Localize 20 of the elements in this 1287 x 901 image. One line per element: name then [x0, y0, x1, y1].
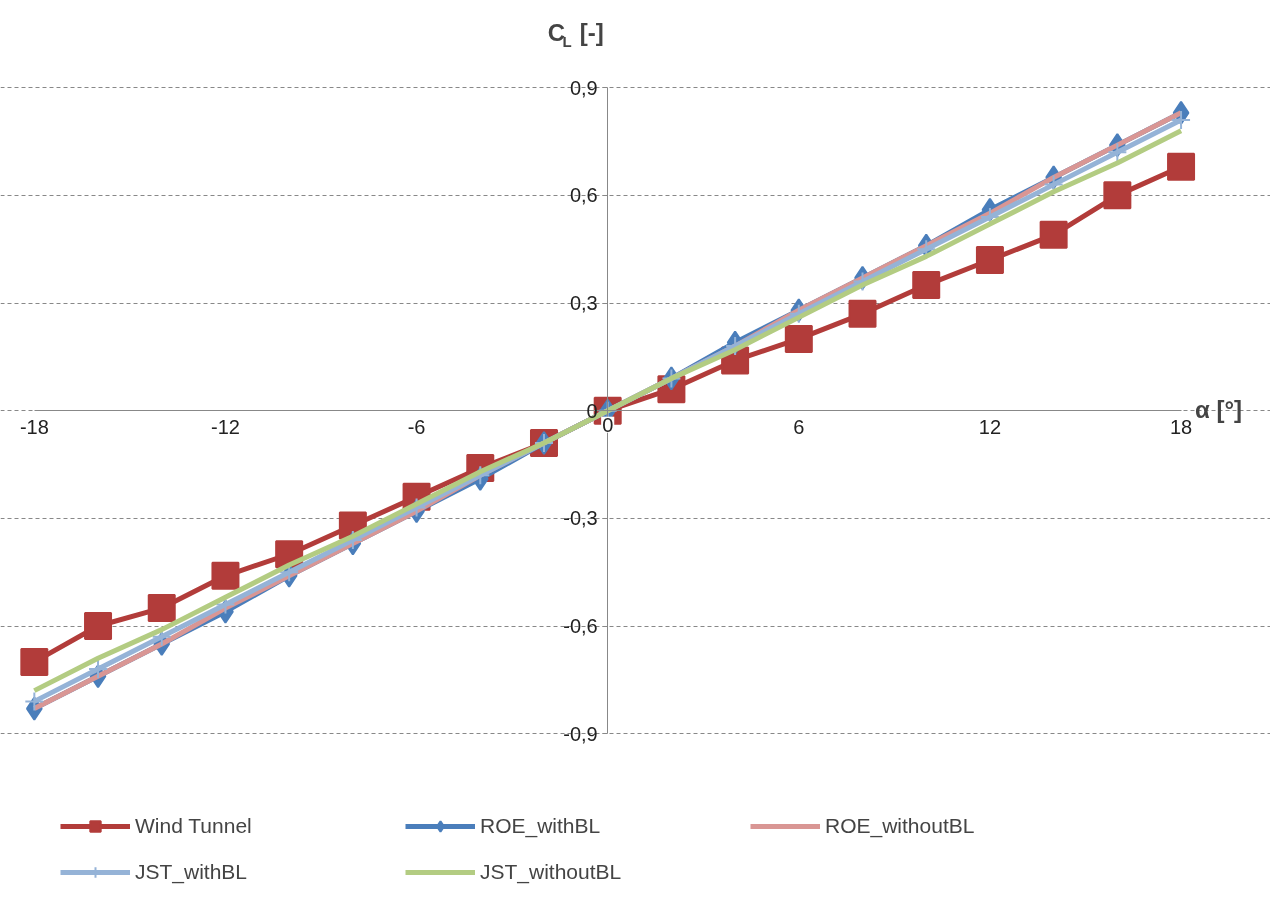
- x-tick-label: -6: [407, 415, 426, 438]
- x-tick-label: 0: [602, 413, 614, 436]
- y-tick-label: 0,9: [569, 76, 598, 99]
- legend-label: JST_withBL: [135, 860, 249, 884]
- y-tick-label: -0,3: [563, 507, 598, 530]
- y-tick-label: -0,9: [563, 722, 598, 745]
- y-tick-label: 0,6: [569, 184, 598, 207]
- legend-label: ROE_withBL: [480, 814, 602, 838]
- legend-label: JST_withoutBL: [480, 860, 623, 884]
- x-tick-label: -18: [19, 415, 49, 438]
- y-tick-label: -0,6: [563, 615, 598, 638]
- x-axis-title: α [°]: [1195, 395, 1243, 423]
- x-tick-label: -12: [211, 415, 240, 438]
- x-tick-label: 6: [793, 415, 805, 438]
- legend-label: Wind Tunnel: [135, 814, 253, 838]
- y-tick-label: 0: [586, 399, 598, 422]
- x-tick-label: 18: [1169, 415, 1193, 438]
- legend-label: ROE_withoutBL: [825, 814, 976, 838]
- y-tick-label: 0,3: [569, 292, 598, 315]
- x-tick-label: 12: [978, 415, 1002, 438]
